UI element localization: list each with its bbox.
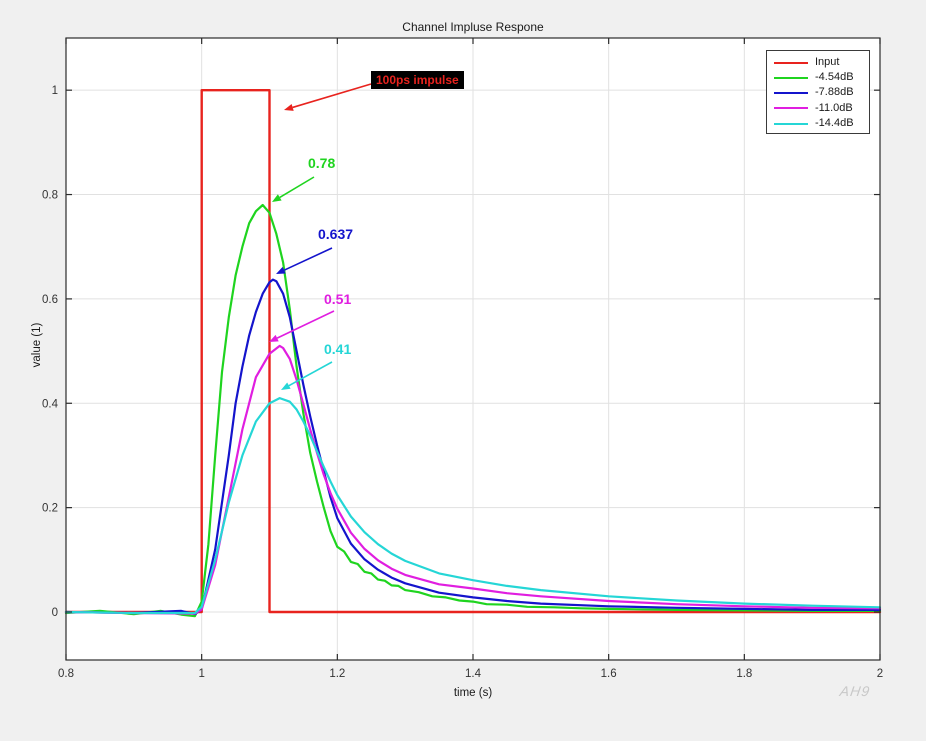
annotation-arrowhead-peak-blue [276,266,286,274]
legend-label: Input [815,56,840,69]
annotation-arrow-peak-green [279,176,315,199]
annotation-peak-blue: 0.637 [318,226,354,242]
legend-line-sample-input [774,61,808,64]
series-line--14-4db [64,397,882,615]
x-tick-label-1: 1 [198,668,204,680]
annotation-arrowhead-peak-cyan [281,382,291,390]
y-tick-label-3: 0.6 [42,294,58,306]
y-axis-label: value (1) [31,322,43,368]
legend-entry-14-4db: -14.4dB [774,116,869,131]
annotation-arrowhead-impulse [284,104,294,111]
y-tick-label-5: 1 [52,85,58,97]
annotation-impulse-label: 100ps impulse [371,71,464,89]
watermark: AH9 [838,683,872,699]
y-tick-label-4: 0.8 [42,190,58,202]
annotation-arrow-impulse [292,83,372,109]
y-tick-label-2: 0.4 [42,398,59,410]
legend-entry-input: Input [774,55,869,70]
annotation-arrow-peak-cyan [288,361,333,387]
x-tick-label-5: 1.8 [736,668,752,680]
x-tick-label-3: 1.4 [465,668,482,680]
series-line--11-0db [64,344,882,615]
legend-line-sample-4-54db [774,76,808,79]
series-line--4-54db [64,203,882,618]
legend-label: -14.4dB [815,116,854,129]
x-axis-label: time (s) [453,687,493,699]
legend-label: -7.88dB [815,86,854,99]
annotation-peak-green: 0.78 [308,155,336,171]
legend-line-sample-14-4db [774,122,808,125]
legend-line-sample-11-0db [774,107,808,110]
legend: Input -4.54dB -7.88dB -11.0dB -14.4dB [766,50,870,134]
chart-title: Channel Impluse Respone [402,20,544,34]
legend-entry-11-0db: -11.0dB [774,101,869,116]
y-tick-label-1: 0.2 [42,503,58,515]
annotation-peak-cyan: 0.41 [324,341,352,357]
x-tick-label-2: 1.2 [329,668,345,680]
legend-entry-4-54db: -4.54dB [774,70,869,85]
y-tick-label-0: 0 [52,607,58,619]
annotation-peak-magenta: 0.51 [324,291,352,307]
legend-entry-7-88db: -7.88dB [774,85,869,100]
x-tick-label-0: 0.8 [58,668,74,680]
legend-label: -4.54dB [815,71,854,84]
annotation-arrowhead-peak-green [272,194,282,202]
x-tick-label-4: 1.6 [601,668,617,680]
annotation-arrow-peak-blue [283,247,333,271]
series-line--7-88db [64,278,882,616]
legend-line-sample-7-88db [774,92,808,95]
annotation-arrow-peak-magenta [276,310,335,339]
annotation-arrowhead-peak-magenta [269,334,279,342]
legend-label: -11.0dB [815,101,853,114]
x-tick-label-6: 2 [877,668,883,680]
